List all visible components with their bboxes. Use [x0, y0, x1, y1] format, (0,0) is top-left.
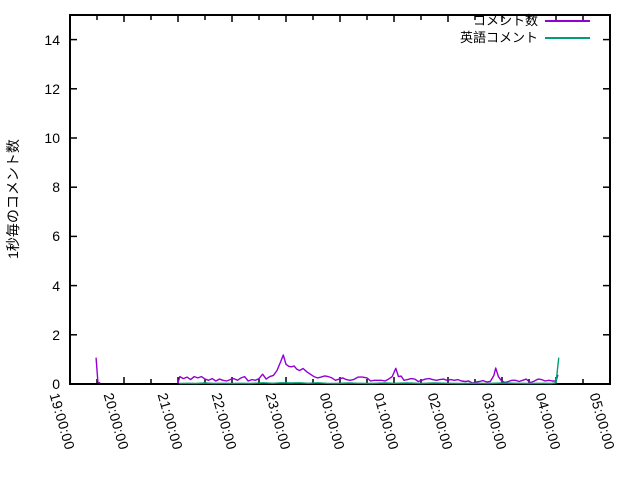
y-tick-label: 12 — [44, 80, 60, 97]
series-line-english-comments — [179, 357, 560, 385]
plot-frame — [69, 14, 611, 385]
y-tick-label: 6 — [52, 228, 60, 245]
y-tick-label: 0 — [52, 376, 60, 392]
legend: コメント数 英語コメント — [460, 13, 590, 46]
y-tick-label: 2 — [52, 326, 60, 343]
series-line-comment-count — [177, 354, 559, 384]
legend-label-comment-count: コメント数 — [472, 13, 538, 28]
legend-item-comment-count: コメント数 — [460, 13, 590, 29]
y-tick-label: 10 — [44, 130, 60, 146]
y-tick-label: 8 — [52, 179, 60, 196]
legend-item-english-comments: 英語コメント — [460, 30, 590, 46]
series-line-comment-count — [95, 357, 101, 384]
legend-line-sample-english-comments — [545, 37, 590, 39]
y-tick-label: 4 — [52, 277, 60, 294]
y-tick-label: 14 — [44, 31, 60, 48]
legend-label-english-comments: 英語コメント — [459, 30, 538, 45]
legend-line-sample-comment-count — [545, 20, 590, 22]
